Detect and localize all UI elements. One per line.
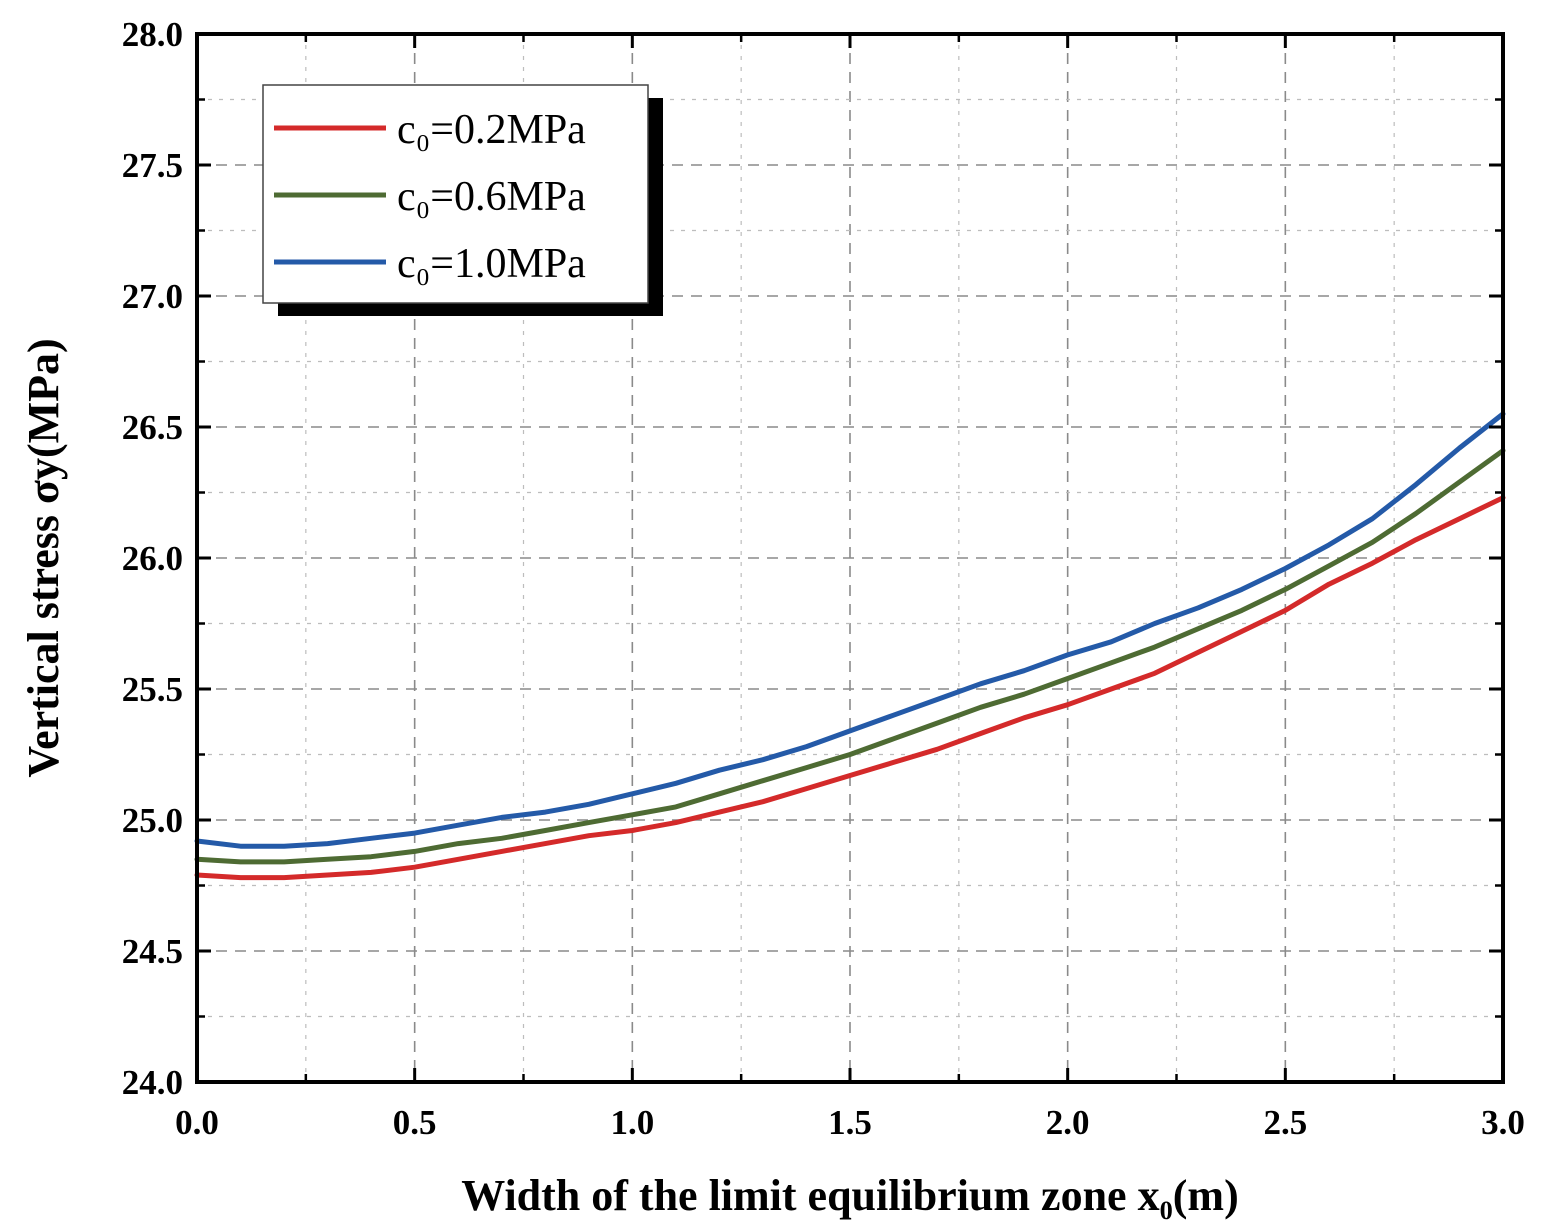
y-tick-label: 26.5 (122, 408, 183, 447)
legend: c₀=0.2MPa c₀=0.6MPa c₀=1.0MPa (262, 84, 663, 316)
y-tick-label: 25.0 (122, 801, 183, 840)
legend-label-2: c₀=0.6MPa (397, 174, 586, 220)
legend-label-3: c₀=1.0MPa (397, 241, 586, 287)
y-tick-label: 25.5 (122, 670, 183, 709)
y-tick-label: 27.0 (122, 277, 183, 316)
axis-ticks: 0.0 0.5 1.0 1.5 2.0 2.5 3.0 24.0 24.5 25.0 25.5 26.… (122, 15, 1525, 1142)
x-tick-label: 2.5 (1263, 1103, 1307, 1142)
x-axis-title: Width of the limit equilibrium zone x₀(m… (461, 1171, 1238, 1220)
x-tick-label: 1.5 (828, 1103, 872, 1142)
y-tick-label: 24.5 (122, 932, 183, 971)
y-tick-label: 26.0 (122, 539, 183, 578)
x-tick-label: 1.0 (610, 1103, 654, 1142)
y-tick-label: 24.0 (122, 1063, 183, 1102)
legend-label-1: c₀=0.2MPa (397, 107, 586, 153)
y-axis-title: Vertical stress σy(MPa) (19, 338, 68, 777)
series-line-2 (194, 448, 1506, 865)
y-tick-label: 27.5 (122, 146, 183, 185)
y-tick-label: 28.0 (122, 15, 183, 54)
x-tick-label: 3.0 (1481, 1103, 1525, 1142)
x-tick-label: 0.5 (393, 1103, 437, 1142)
x-tick-label: 2.0 (1046, 1103, 1090, 1142)
series-line-3 (194, 411, 1506, 849)
series-line-1 (194, 495, 1506, 881)
x-tick-label: 0.0 (175, 1103, 219, 1142)
series-lines (194, 411, 1506, 881)
